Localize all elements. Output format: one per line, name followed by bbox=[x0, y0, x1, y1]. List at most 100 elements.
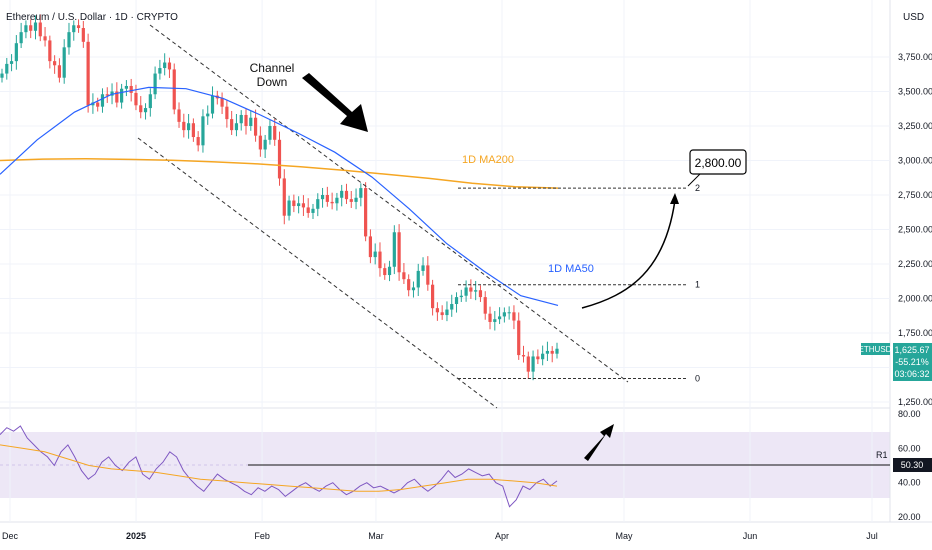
candle-body bbox=[536, 356, 540, 360]
candle-body bbox=[62, 47, 66, 78]
candle-body bbox=[297, 203, 301, 207]
candle-body bbox=[483, 297, 487, 314]
current-price-badge bbox=[893, 343, 932, 381]
time-axis-ticks: Dec 2025 Feb Mar Apr May Jun Jul bbox=[2, 531, 878, 541]
fib-level-label: 2 bbox=[695, 183, 700, 193]
candle-body bbox=[201, 116, 205, 146]
candle-body bbox=[512, 312, 516, 321]
time-tick-label: Dec bbox=[2, 531, 19, 541]
rsi-ma-line bbox=[0, 444, 558, 492]
candle-body bbox=[497, 316, 502, 320]
candle-body bbox=[29, 25, 33, 31]
candle-body bbox=[349, 199, 353, 202]
candle-body bbox=[383, 268, 387, 276]
price-tick-label: 1,250.00 bbox=[898, 397, 932, 407]
candle-body bbox=[38, 22, 42, 37]
candle-body bbox=[182, 121, 186, 131]
price-tick-label: 1,750.00 bbox=[898, 328, 932, 338]
candle-body bbox=[287, 200, 291, 216]
candle-body bbox=[320, 195, 325, 200]
candle-body bbox=[277, 139, 282, 179]
price-tick-label: 2,750.00 bbox=[898, 190, 932, 200]
candle-body bbox=[268, 126, 272, 140]
candle-body bbox=[134, 92, 138, 106]
current-price: 1,625.67 bbox=[894, 345, 929, 355]
fib-level-label: 0 bbox=[695, 374, 700, 384]
candle-body bbox=[249, 117, 253, 126]
currency-label: USD bbox=[903, 12, 924, 23]
rsi-tick-label: 20.00 bbox=[898, 512, 921, 522]
price-tick-label: 3,000.00 bbox=[898, 156, 932, 166]
candle-body bbox=[354, 197, 358, 202]
price-tick-label: 2,250.00 bbox=[898, 259, 932, 269]
countdown: 03:06:32 bbox=[894, 369, 929, 379]
candle-body bbox=[24, 25, 28, 33]
rsi-line bbox=[0, 425, 558, 508]
candle-body bbox=[186, 123, 191, 131]
candle-body bbox=[373, 251, 377, 258]
candle-body bbox=[541, 353, 545, 360]
candle-body bbox=[172, 69, 176, 110]
candle-body bbox=[48, 40, 52, 62]
candle-body bbox=[450, 304, 454, 310]
candle-body bbox=[368, 236, 373, 258]
candle-body bbox=[478, 290, 483, 298]
candle-body bbox=[19, 32, 23, 44]
rsi-level-badge bbox=[893, 458, 932, 472]
candle-body bbox=[167, 62, 172, 70]
price-tick-label: 3,500.00 bbox=[898, 87, 932, 97]
candle-body bbox=[325, 195, 329, 202]
candle-body bbox=[105, 94, 109, 96]
candle-body bbox=[407, 279, 411, 291]
price-tick-label: 2,500.00 bbox=[898, 225, 932, 235]
target-label: 2,800.00 bbox=[695, 156, 742, 170]
candle-body bbox=[340, 190, 344, 198]
candle-body bbox=[392, 232, 396, 267]
candle-body bbox=[440, 312, 444, 316]
candle-body bbox=[555, 348, 559, 354]
candle-body bbox=[67, 32, 71, 48]
candle-body bbox=[206, 113, 210, 117]
channel-upper-line bbox=[149, 24, 629, 383]
time-tick-label: 2025 bbox=[126, 531, 146, 541]
candle-body bbox=[416, 270, 420, 288]
fib-levels: 2 1 0 bbox=[458, 183, 700, 384]
candle-body bbox=[502, 312, 506, 317]
candle-body bbox=[344, 190, 349, 200]
candle-body bbox=[411, 287, 416, 291]
candle-body bbox=[220, 98, 224, 107]
candle-body bbox=[163, 62, 167, 69]
candle-body bbox=[292, 200, 296, 207]
candle-body bbox=[445, 309, 449, 316]
time-tick-label: Apr bbox=[495, 531, 509, 541]
candle-body bbox=[397, 232, 401, 273]
candle-body bbox=[550, 350, 554, 354]
ticker-tag-bg bbox=[861, 343, 890, 355]
channel-label-line1: Channel bbox=[250, 61, 295, 75]
candle-body bbox=[43, 36, 47, 41]
candle-body bbox=[72, 25, 76, 33]
candle-body bbox=[196, 137, 200, 146]
candle-body bbox=[86, 41, 90, 106]
candle-body bbox=[148, 94, 152, 109]
projection-arrowhead bbox=[670, 193, 679, 204]
candle-body bbox=[81, 28, 85, 42]
candle-body bbox=[263, 139, 267, 150]
candles bbox=[0, 14, 559, 381]
candle-body bbox=[210, 95, 215, 114]
target-box bbox=[689, 149, 747, 175]
candle-body bbox=[459, 295, 463, 298]
candle-body bbox=[143, 108, 148, 113]
ma50-label: 1D MA50 bbox=[548, 263, 594, 275]
candle-body bbox=[306, 207, 310, 213]
channel-label-line2: Down bbox=[257, 75, 288, 89]
current-change: -55.21% bbox=[895, 357, 929, 367]
symbol-title[interactable]: Ethereum / U.S. Dollar · 1D · CRYPTO bbox=[6, 12, 178, 23]
candle-body bbox=[301, 203, 306, 208]
target-pointer bbox=[687, 173, 701, 187]
rsi-level-label: R1 bbox=[876, 450, 888, 460]
candle-body bbox=[153, 73, 157, 95]
candle-body bbox=[129, 85, 133, 93]
candle-body bbox=[464, 287, 468, 296]
